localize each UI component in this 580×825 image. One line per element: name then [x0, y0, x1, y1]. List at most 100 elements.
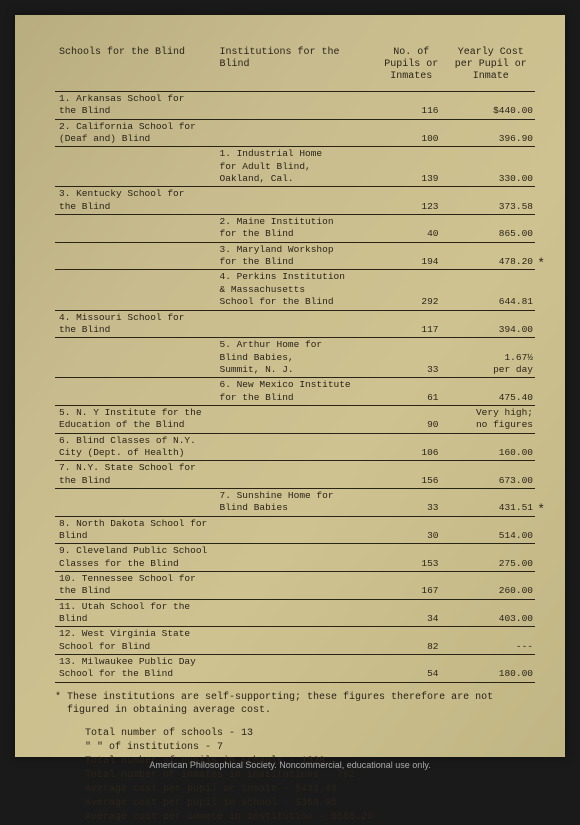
cell-school [55, 147, 216, 187]
cell-school: 10. Tennessee School for the Blind [55, 572, 216, 600]
cell-institution: 1. Industrial Home for Adult Blind, Oakl… [216, 147, 377, 187]
cell-count: 61 [376, 378, 446, 406]
table-row: 4. Missouri School for the Blind 117394.0… [55, 310, 535, 338]
cell-cost: 403.00 [446, 599, 535, 627]
cell-institution [216, 119, 377, 147]
cell-school: 6. Blind Classes of N.Y. City (Dept. of … [55, 433, 216, 461]
cell-school [55, 338, 216, 378]
cell-institution [216, 544, 377, 572]
cell-school: 5. N. Y Institute for the Education of t… [55, 405, 216, 433]
table-row: 3. Kentucky School for the Blind 123373.5… [55, 187, 535, 215]
cell-count: 90 [376, 405, 446, 433]
header-count: No. of Pupils or Inmates [376, 45, 446, 92]
cell-cost: Very high; no figures [446, 405, 535, 433]
cell-cost: 180.00 [446, 655, 535, 683]
cell-institution [216, 599, 377, 627]
cell-school [55, 242, 216, 270]
cell-count: 82 [376, 627, 446, 655]
table-row: 7. N.Y. State School for the Blind156673… [55, 461, 535, 489]
table-row: 2. California School for (Deaf and) Blin… [55, 119, 535, 147]
table-row: 4. Perkins Institution & Massachusetts S… [55, 270, 535, 310]
summary-line: Total number of schools - 13 [85, 727, 535, 741]
table-row: 13. Milwaukee Public Day School for the … [55, 655, 535, 683]
cell-count: 33 [376, 488, 446, 516]
table-row: 1. Arkansas School for the Blind 116$440.… [55, 92, 535, 120]
cell-cost: 160.00 [446, 433, 535, 461]
cell-school: 7. N.Y. State School for the Blind [55, 461, 216, 489]
cell-count: 123 [376, 187, 446, 215]
cell-count: 116 [376, 92, 446, 120]
cell-count: 54 [376, 655, 446, 683]
cell-count: 194 [376, 242, 446, 270]
footnote: * These institutions are self-supporting… [55, 691, 535, 717]
cell-count: 33 [376, 338, 446, 378]
cell-cost: 644.81 [446, 270, 535, 310]
cell-institution: 4. Perkins Institution & Massachusetts S… [216, 270, 377, 310]
cell-institution: 6. New Mexico Institute for the Blind [216, 378, 377, 406]
cell-count: 100 [376, 119, 446, 147]
cell-count: 139 [376, 147, 446, 187]
cell-cost: 330.00 [446, 147, 535, 187]
cell-cost: --- [446, 627, 535, 655]
summary-line: Average cost per pupil or inmate - $433.… [85, 783, 535, 797]
table-row: 10. Tennessee School for the Blind 167260… [55, 572, 535, 600]
table-row: 6. Blind Classes of N.Y. City (Dept. of … [55, 433, 535, 461]
cell-school [55, 378, 216, 406]
image-caption: American Philosophical Society. Noncomme… [0, 760, 580, 770]
cell-school: 8. North Dakota School for Blind [55, 516, 216, 544]
table-row: 7. Sunshine Home for Blind Babies33431.5… [55, 488, 535, 516]
cell-institution: 3. Maryland Workshop for the Blind [216, 242, 377, 270]
cell-school: 1. Arkansas School for the Blind [55, 92, 216, 120]
cell-school: 4. Missouri School for the Blind [55, 310, 216, 338]
cell-count: 106 [376, 433, 446, 461]
cell-cost: 478.20 [446, 242, 535, 270]
document-page: Schools for the Blind Institutions for t… [15, 15, 565, 757]
cell-cost: $440.00 [446, 92, 535, 120]
summary-line: " " of institutions - 7 [85, 741, 535, 755]
table-row: 2. Maine Institution for the Blind40865.… [55, 215, 535, 243]
summary-line: Average cost per inmate in institution -… [85, 811, 535, 825]
cell-cost: 865.00 [446, 215, 535, 243]
cell-school [55, 270, 216, 310]
cell-institution [216, 516, 377, 544]
table-row: 11. Utah School for the Blind 34403.00 [55, 599, 535, 627]
cell-cost: 396.90 [446, 119, 535, 147]
cell-school [55, 488, 216, 516]
cell-count: 30 [376, 516, 446, 544]
cell-cost: 373.58 [446, 187, 535, 215]
header-institutions: Institutions for the Blind [216, 45, 377, 92]
summary-line: Total number of inmates in institutions … [85, 769, 535, 783]
cell-school: 12. West Virginia State School for Blind [55, 627, 216, 655]
cell-institution [216, 433, 377, 461]
cell-school: 3. Kentucky School for the Blind [55, 187, 216, 215]
cell-count: 167 [376, 572, 446, 600]
header-schools: Schools for the Blind [55, 45, 216, 92]
cell-institution [216, 92, 377, 120]
cell-count: 40 [376, 215, 446, 243]
cell-count: 153 [376, 544, 446, 572]
cell-cost: 431.51 [446, 488, 535, 516]
cell-institution [216, 627, 377, 655]
cell-cost: 394.00 [446, 310, 535, 338]
table-row: 12. West Virginia State School for Blind… [55, 627, 535, 655]
blind-schools-table: Schools for the Blind Institutions for t… [55, 45, 535, 683]
cell-count: 34 [376, 599, 446, 627]
cell-count: 156 [376, 461, 446, 489]
summary-block: Total number of schools - 13 " " of inst… [55, 727, 535, 825]
table-row: 6. New Mexico Institute for the Blind614… [55, 378, 535, 406]
cell-cost: 1.67½ per day [446, 338, 535, 378]
cell-institution [216, 461, 377, 489]
cell-school: 11. Utah School for the Blind [55, 599, 216, 627]
cell-cost: 260.00 [446, 572, 535, 600]
cell-count: 117 [376, 310, 446, 338]
table-row: 8. North Dakota School for Blind 30514.00 [55, 516, 535, 544]
cell-institution: 2. Maine Institution for the Blind [216, 215, 377, 243]
table-body: 1. Arkansas School for the Blind 116$440.… [55, 92, 535, 683]
cell-cost: 514.00 [446, 516, 535, 544]
table-row: 9. Cleveland Public School Classes for t… [55, 544, 535, 572]
cell-cost: 475.40 [446, 378, 535, 406]
cell-school: 13. Milwaukee Public Day School for the … [55, 655, 216, 683]
table-row: 5. Arthur Home for Blind Babies, Summit,… [55, 338, 535, 378]
cell-institution [216, 655, 377, 683]
cell-institution [216, 572, 377, 600]
